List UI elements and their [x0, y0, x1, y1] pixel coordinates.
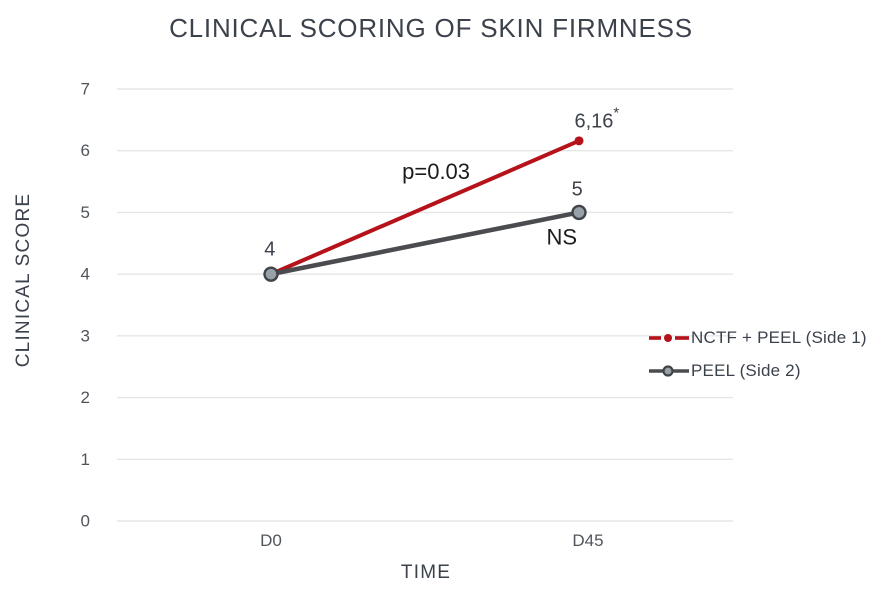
stat-annotation: p=0.03	[402, 159, 470, 184]
y-tick-label: 6	[81, 141, 90, 160]
x-tick-label: D45	[572, 531, 603, 550]
stat-annotation: NS	[546, 225, 577, 250]
data-point-marker	[574, 136, 584, 146]
data-point-marker	[571, 204, 587, 221]
value-label: 5	[572, 179, 583, 201]
x-axis-title: TIME	[400, 562, 452, 583]
legend-label-peel: PEEL (Side 2)	[691, 361, 801, 380]
y-tick-label: 0	[81, 512, 90, 531]
y-tick-label: 3	[81, 326, 90, 345]
value-label: 6,16*	[574, 104, 619, 133]
legend-label-nctf-peel: NCTF + PEEL (Side 1)	[691, 328, 867, 347]
legend-item-peel: PEEL (Side 2)	[648, 361, 867, 381]
legend-marker-line-dot-icon	[649, 334, 689, 342]
y-tick-label: 1	[81, 450, 90, 469]
data-point-marker	[263, 266, 279, 282]
legend: NCTF + PEEL (Side 1) PEEL (Side 2)	[648, 328, 867, 381]
series-line	[269, 138, 581, 277]
y-tick-label: 5	[81, 203, 90, 222]
y-tick-label: 4	[81, 265, 90, 284]
x-tick-label: D0	[260, 531, 282, 550]
legend-item-nctf-peel: NCTF + PEEL (Side 1)	[648, 328, 867, 348]
value-label: 4	[264, 238, 275, 260]
series-line	[268, 210, 582, 277]
y-tick-label: 2	[81, 388, 90, 407]
legend-marker-line-circle-icon	[649, 365, 689, 377]
chart-title: CLINICAL SCORING OF SKIN FIRMNESS	[169, 13, 693, 43]
y-tick-label: 7	[81, 80, 90, 99]
